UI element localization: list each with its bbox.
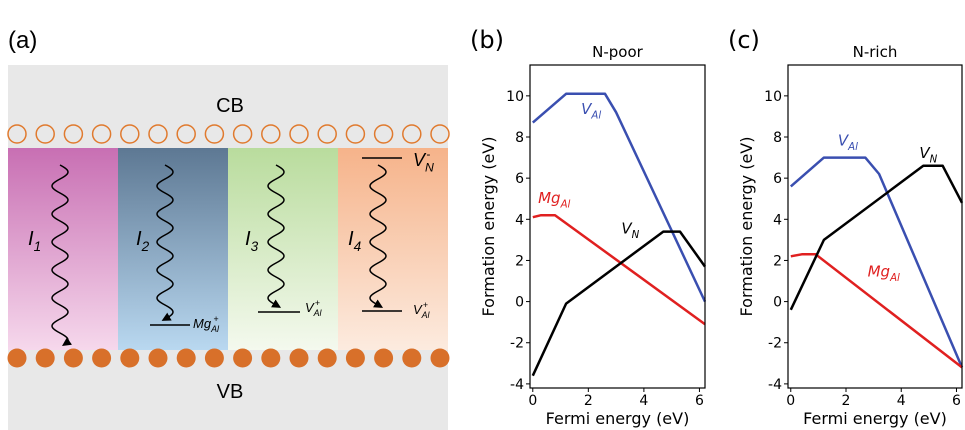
electron [205, 349, 224, 368]
x-axis-label: Fermi energy (eV) [803, 409, 947, 428]
electron [318, 349, 337, 368]
panel-label: (b) [470, 26, 504, 54]
diagram: (a) CB VB I1I2I3I4MgAl+VAl+VAl+VN- [8, 27, 450, 430]
x-tick-label: 2 [842, 393, 851, 409]
label-sub: Al [590, 110, 601, 121]
x-tick-label: 2 [584, 393, 593, 409]
label-sub: Al [847, 142, 858, 153]
electron [149, 349, 168, 368]
x-tick-label: 0 [528, 393, 537, 409]
y-tick-label: 0 [773, 295, 782, 311]
electron [92, 349, 111, 368]
electron [177, 349, 196, 368]
x-tick-label: 6 [952, 393, 961, 409]
label-sup: + [423, 300, 428, 310]
label-sub: N [930, 154, 938, 165]
panel-label: (c) [728, 26, 760, 54]
figure: (a) CB VB I1I2I3I4MgAl+VAl+VAl+VN- (b)N-… [0, 0, 965, 430]
chart: (c) N-rich Fermi energy (eV) Formation ener… [728, 26, 962, 428]
label-sub: N [425, 160, 434, 174]
x-tick-label: 4 [639, 393, 648, 409]
y-tick-label: 4 [515, 212, 524, 228]
label-sub: Al [210, 324, 220, 334]
x-tick-label: 6 [695, 393, 704, 409]
y-tick-label: 10 [764, 89, 782, 105]
series-label: MgAl [868, 262, 900, 284]
series-label: VAl [581, 100, 601, 122]
x-tick-label: 0 [786, 393, 795, 409]
panel-label: (a) [8, 27, 37, 54]
y-tick-label: 6 [515, 171, 524, 187]
y-tick-label: 0 [515, 295, 524, 311]
region [8, 148, 118, 350]
label-sup: - [426, 147, 430, 161]
series-line [791, 166, 962, 310]
chart-title: N-rich [853, 43, 898, 61]
y-tick-label: 2 [515, 253, 524, 269]
label-main: Mg [538, 189, 560, 207]
y-tick-label: -2 [510, 336, 524, 352]
series-line [533, 232, 705, 376]
electron [402, 349, 421, 368]
y-tick-label: 6 [773, 171, 782, 187]
cb-label: CB [216, 95, 244, 117]
label-sub: Al [421, 310, 431, 320]
label-sub: 3 [251, 239, 259, 254]
y-tick-label: -4 [510, 377, 524, 393]
electron [36, 349, 55, 368]
y-axis-label: Formation energy (eV) [737, 137, 756, 317]
electron [64, 349, 83, 368]
region [118, 148, 228, 350]
plot-frame [788, 65, 962, 388]
label-sub: 2 [141, 239, 150, 254]
series-label: VN [919, 144, 937, 166]
label-sub: Al [560, 200, 571, 211]
chart-title: N-poor [592, 43, 644, 61]
label-main: Mg [868, 262, 890, 280]
electron [346, 349, 365, 368]
y-tick-label: 4 [773, 212, 782, 228]
label-sub: N [632, 230, 640, 241]
y-tick-label: 8 [515, 130, 524, 146]
label-sub: Al [313, 308, 323, 318]
label-sub: 1 [34, 239, 42, 254]
y-tick-label: -2 [768, 336, 782, 352]
electron [261, 349, 280, 368]
electron [290, 349, 309, 368]
y-axis-label: Formation energy (eV) [479, 137, 498, 317]
label-sub: Al [889, 273, 900, 284]
y-tick-label: -4 [768, 377, 782, 393]
label: MgAl+ [193, 314, 220, 334]
y-tick-label: 10 [506, 89, 524, 105]
y-tick-label: 2 [773, 253, 782, 269]
electron [431, 349, 450, 368]
chart: (b) N-poor Fermi energy (eV) Formation ener… [470, 26, 705, 428]
electron [8, 349, 27, 368]
electron [233, 349, 252, 368]
label-main: Mg [193, 316, 212, 331]
label-sup: + [315, 298, 320, 308]
electron [374, 349, 393, 368]
vb-label: VB [217, 381, 244, 403]
series-label: VN [621, 220, 639, 242]
series-label: VAl [838, 132, 858, 154]
y-tick-label: 8 [773, 130, 782, 146]
x-axis-label: Fermi energy (eV) [546, 409, 690, 428]
label-sup: + [213, 314, 218, 324]
electron [120, 349, 139, 368]
x-tick-label: 4 [897, 393, 906, 409]
series-label: MgAl [538, 189, 570, 211]
label-sub: 4 [354, 239, 362, 254]
